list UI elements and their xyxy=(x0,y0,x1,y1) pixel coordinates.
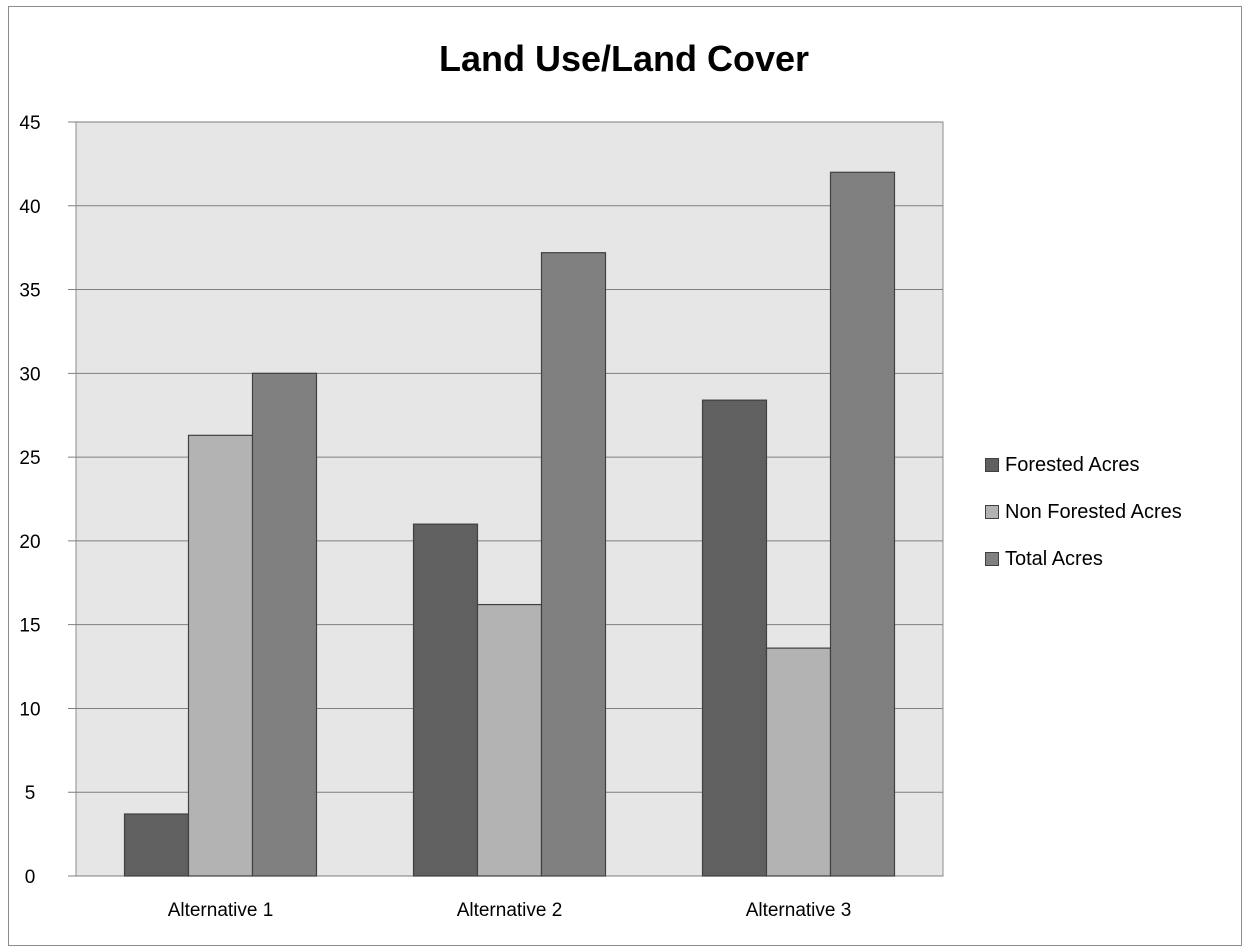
bar-non-forested-acres-1 xyxy=(187,434,254,877)
legend-label: Forested Acres xyxy=(1005,453,1140,476)
x-axis-tick-labels: Alternative 1 Alternative 2 Alternative 3 xyxy=(168,900,852,921)
bars xyxy=(123,171,896,877)
bar-total-acres-2 xyxy=(540,252,607,877)
y-tick-label-10: 10 xyxy=(19,699,40,720)
bar-non-forested-acres-3 xyxy=(765,647,832,877)
y-tick-label-40: 40 xyxy=(19,197,40,218)
y-tick-label-45: 45 xyxy=(19,113,40,134)
y-tick-label-30: 30 xyxy=(19,364,40,385)
bar-forested-acres-1 xyxy=(123,813,190,877)
y-tick-label-15: 15 xyxy=(19,616,40,637)
legend-swatch xyxy=(985,552,999,566)
y-tick-label-35: 35 xyxy=(19,281,40,302)
y-axis-tick-labels: 0 5 10 15 20 25 30 35 40 45 xyxy=(19,113,40,888)
legend-label: Total Acres xyxy=(1005,547,1103,570)
bar-forested-acres-3 xyxy=(701,399,768,877)
legend-swatch xyxy=(985,458,999,472)
bar-non-forested-acres-2 xyxy=(476,603,543,877)
legend-label: Non Forested Acres xyxy=(1005,500,1182,523)
y-tick-label-20: 20 xyxy=(19,532,40,553)
bar-total-acres-1 xyxy=(251,372,318,877)
x-tick-label-3: Alternative 3 xyxy=(746,900,852,921)
y-tick-label-5: 5 xyxy=(25,783,36,804)
y-tick-label-0: 0 xyxy=(25,867,36,888)
legend-swatch xyxy=(985,505,999,519)
legend-item: Non Forested Acres xyxy=(985,500,1182,524)
chart-title: Land Use/Land Cover xyxy=(438,38,810,79)
legend-item: Forested Acres xyxy=(985,453,1182,477)
x-tick-label-2: Alternative 2 xyxy=(457,900,563,921)
bar-total-acres-3 xyxy=(829,171,896,877)
x-tick-label-1: Alternative 1 xyxy=(168,900,274,921)
bar-forested-acres-2 xyxy=(412,523,479,877)
legend-item: Total Acres xyxy=(985,547,1182,571)
y-tick-label-25: 25 xyxy=(19,448,40,469)
legend: Forested Acres Non Forested Acres Total Ac… xyxy=(985,453,1182,594)
